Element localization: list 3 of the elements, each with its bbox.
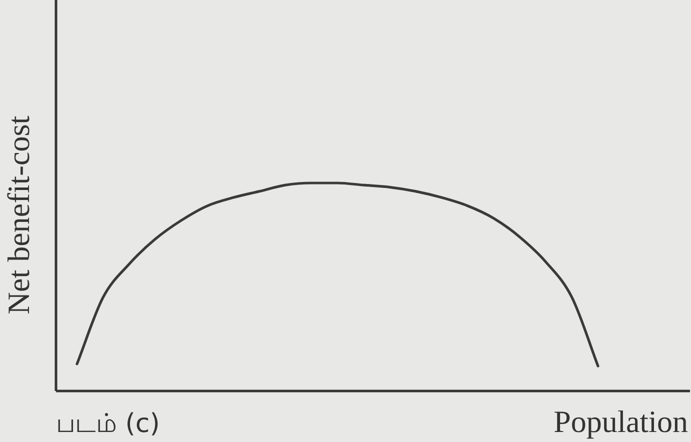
y-axis-title: Net benefit-cost xyxy=(1,115,36,314)
text: படம் (c) xyxy=(56,409,160,439)
x-axis-title: Population xyxy=(554,404,688,439)
